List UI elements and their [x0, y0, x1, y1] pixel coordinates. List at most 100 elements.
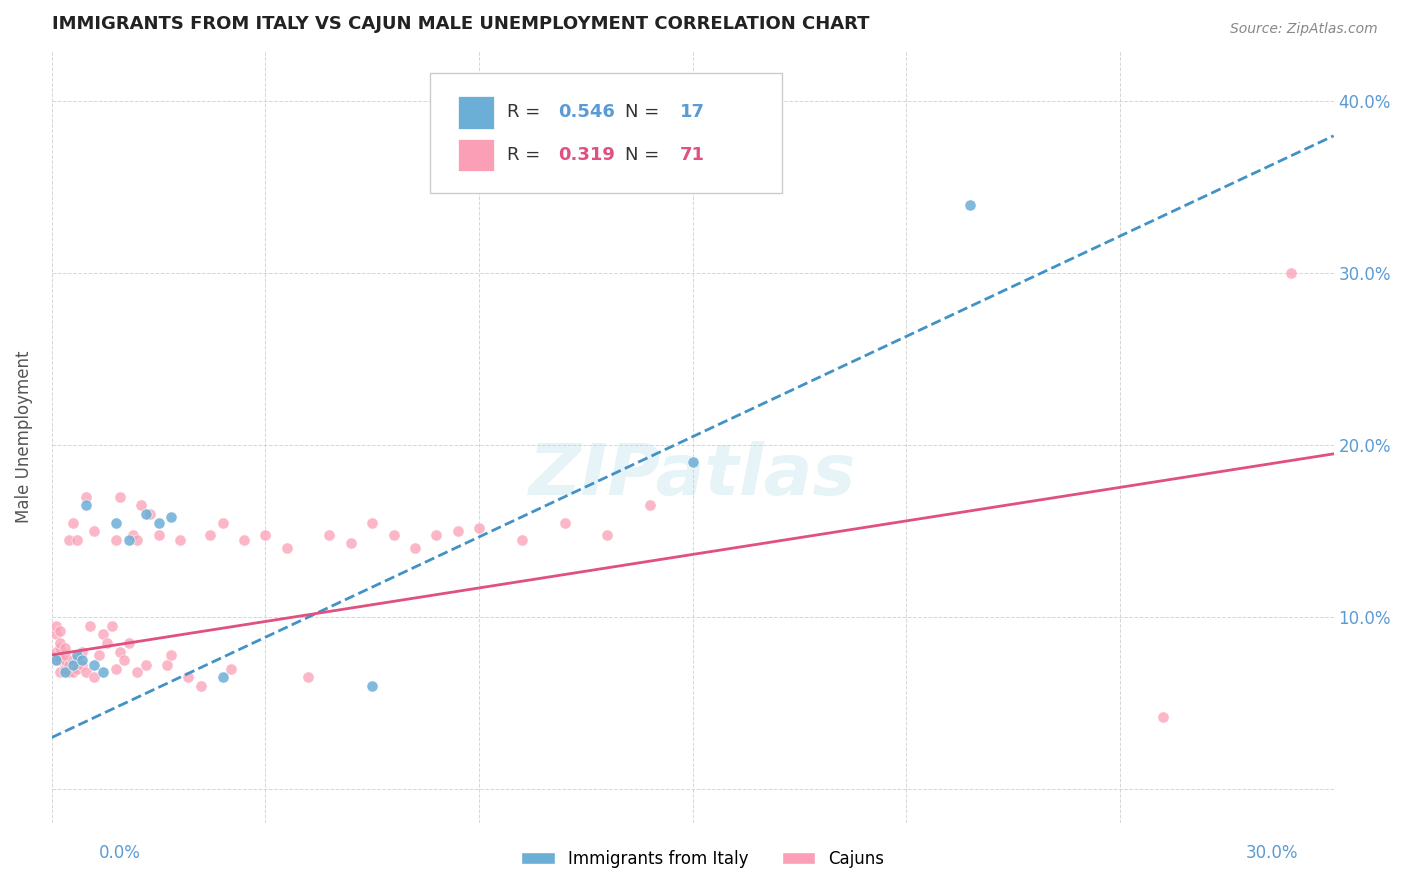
Point [959, 197, 981, 211]
Point [108, 490, 131, 504]
Text: N =: N = [624, 146, 665, 164]
Point [75, 499, 97, 513]
Text: 0.0%: 0.0% [98, 844, 141, 862]
Point [96, 636, 118, 650]
Point [118, 636, 141, 650]
Point [49, 641, 72, 656]
Point [49, 665, 72, 680]
Point [75, 665, 97, 680]
Point [160, 510, 183, 524]
Point [58, 658, 80, 673]
Point [447, 524, 470, 539]
Point [118, 533, 141, 547]
Point [211, 516, 233, 530]
Point [127, 665, 149, 680]
Point [148, 527, 170, 541]
Point [233, 533, 256, 547]
Point [66, 662, 89, 676]
Point [70, 658, 93, 673]
Point [219, 662, 242, 676]
Point [58, 665, 80, 680]
Point [682, 455, 704, 469]
Point [340, 536, 363, 550]
Point [139, 507, 162, 521]
Point [638, 499, 661, 513]
Point [45, 653, 67, 667]
Point [70, 644, 93, 658]
Point [70, 653, 93, 667]
Point [276, 541, 298, 556]
Point [135, 658, 157, 673]
Point [53, 653, 76, 667]
Point [83, 524, 105, 539]
Point [211, 670, 233, 684]
FancyBboxPatch shape [458, 96, 494, 128]
Point [53, 662, 76, 676]
Point [156, 658, 179, 673]
Point [100, 619, 122, 633]
Point [361, 679, 384, 693]
Text: R =: R = [506, 103, 546, 121]
Point [87, 648, 110, 662]
Point [1279, 266, 1302, 280]
Text: 30.0%: 30.0% [1246, 844, 1298, 862]
Point [127, 533, 149, 547]
Y-axis label: Male Unemployment: Male Unemployment [15, 351, 32, 523]
Point [83, 670, 105, 684]
Text: 17: 17 [681, 103, 704, 121]
Point [53, 641, 76, 656]
Legend: Immigrants from Italy, Cajuns: Immigrants from Italy, Cajuns [515, 844, 891, 875]
Point [53, 648, 76, 662]
Point [198, 527, 221, 541]
Point [91, 665, 114, 680]
Point [160, 648, 183, 662]
Point [62, 516, 84, 530]
Point [112, 653, 135, 667]
Point [104, 662, 127, 676]
Point [66, 533, 89, 547]
Point [108, 644, 131, 658]
Point [1152, 710, 1174, 724]
Point [49, 636, 72, 650]
Point [49, 624, 72, 638]
Point [122, 527, 145, 541]
Text: 0.546: 0.546 [558, 103, 614, 121]
Point [148, 516, 170, 530]
Text: 0.319: 0.319 [558, 146, 614, 164]
Point [104, 516, 127, 530]
Point [553, 516, 575, 530]
Point [382, 527, 405, 541]
Point [79, 619, 101, 633]
Text: ZIPatlas: ZIPatlas [529, 441, 856, 510]
Point [361, 516, 384, 530]
Point [404, 541, 426, 556]
Point [297, 670, 319, 684]
Point [135, 507, 157, 521]
Text: Source: ZipAtlas.com: Source: ZipAtlas.com [1230, 22, 1378, 37]
Point [62, 665, 84, 680]
Point [62, 653, 84, 667]
Point [596, 527, 619, 541]
Point [62, 658, 84, 673]
FancyBboxPatch shape [430, 73, 782, 193]
Point [53, 665, 76, 680]
Point [254, 527, 277, 541]
Point [45, 619, 67, 633]
Text: 71: 71 [681, 146, 704, 164]
Text: IMMIGRANTS FROM ITALY VS CAJUN MALE UNEMPLOYMENT CORRELATION CHART: IMMIGRANTS FROM ITALY VS CAJUN MALE UNEM… [52, 15, 869, 33]
Point [49, 653, 72, 667]
Point [58, 533, 80, 547]
Point [83, 658, 105, 673]
Point [75, 490, 97, 504]
Point [510, 533, 533, 547]
Point [45, 627, 67, 641]
FancyBboxPatch shape [458, 139, 494, 171]
Point [66, 648, 89, 662]
Point [177, 670, 200, 684]
Text: N =: N = [624, 103, 665, 121]
Point [425, 527, 447, 541]
Point [468, 521, 491, 535]
Point [190, 679, 212, 693]
Text: R =: R = [506, 146, 546, 164]
Point [131, 499, 153, 513]
